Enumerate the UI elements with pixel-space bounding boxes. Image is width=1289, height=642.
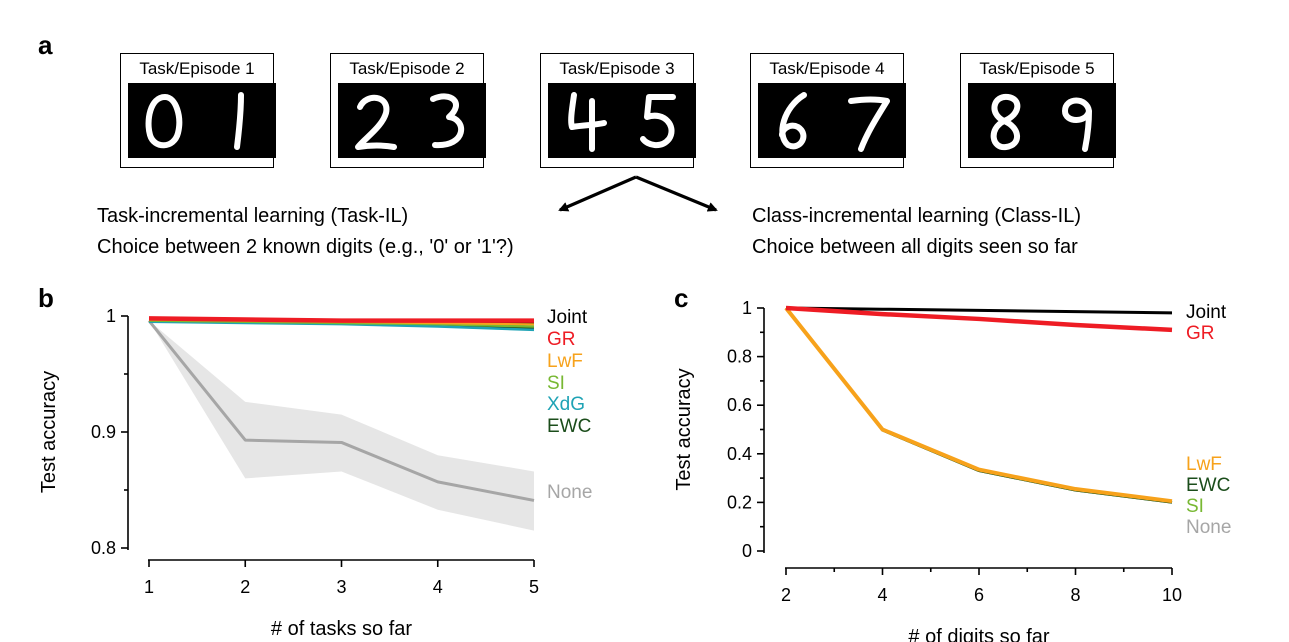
y-tick-label: 0.9 xyxy=(91,422,116,442)
legend-label-lwf: LwF xyxy=(547,351,583,372)
class-il-title: Class-incremental learning (Class-IL) xyxy=(752,205,1081,227)
y-axis-title: Test accuracy xyxy=(673,368,695,490)
episode-title: Task/Episode 3 xyxy=(559,59,675,78)
legend-label-none: None xyxy=(1186,517,1231,538)
series-line-gr xyxy=(785,305,1173,333)
digit-image-1 xyxy=(201,83,276,158)
y-tick-label: 1 xyxy=(742,298,752,318)
legend-label-joint: Joint xyxy=(1186,302,1227,323)
panel-label-b: b xyxy=(38,283,54,313)
y-tick-label: 0.8 xyxy=(91,538,116,558)
x-tick-label: 2 xyxy=(781,585,791,605)
episode-card-2: Task/Episode 2 xyxy=(330,53,486,168)
legend-label-gr: GR xyxy=(547,329,576,350)
episode-title: Task/Episode 2 xyxy=(349,59,465,78)
y-tick-label: 0 xyxy=(742,541,752,561)
episode-title: Task/Episode 1 xyxy=(139,59,255,78)
arrow-to-class-il xyxy=(635,175,718,212)
episode-title: Task/Episode 5 xyxy=(979,59,1095,78)
series-line-gr xyxy=(148,316,534,323)
legend-label-joint: Joint xyxy=(547,307,588,328)
series-line-none xyxy=(785,307,1173,504)
legend-label-lwf: LwF xyxy=(1186,454,1222,475)
y-tick-label: 0.4 xyxy=(727,444,752,464)
x-tick-label: 4 xyxy=(433,577,443,597)
series-line-joint xyxy=(785,306,1173,315)
legend-label-xdg: XdG xyxy=(547,394,585,415)
digit-image-5 xyxy=(621,83,696,158)
x-tick-label: 2 xyxy=(240,577,250,597)
legend-label-ewc: EWC xyxy=(547,416,591,437)
legend-label-none: None xyxy=(547,482,592,503)
class-il-description: Choice between all digits seen so far xyxy=(752,236,1078,258)
x-axis-title: # of tasks so far xyxy=(271,618,413,640)
task-il-title: Task-incremental learning (Task-IL) xyxy=(97,205,409,227)
y-tick-label: 1 xyxy=(106,306,116,326)
legend-label-si: SI xyxy=(1186,496,1204,517)
episode-title: Task/Episode 4 xyxy=(769,59,885,78)
episode-card-5: Task/Episode 5 xyxy=(960,53,1116,168)
series-line-none xyxy=(147,319,535,502)
y-tick-label: 0.2 xyxy=(727,492,752,512)
task-il-description: Choice between 2 known digits (e.g., '0'… xyxy=(97,236,514,258)
episode-card-1: Task/Episode 1 xyxy=(120,53,276,168)
x-tick-label: 3 xyxy=(336,577,346,597)
digit-image-3 xyxy=(411,83,486,158)
x-tick-label: 5 xyxy=(529,577,539,597)
panel-label-a: a xyxy=(38,30,53,60)
legend-label-si: SI xyxy=(547,373,565,394)
x-tick-label: 4 xyxy=(877,585,887,605)
digit-image-4 xyxy=(548,83,623,158)
class-il-caption: Class-incremental learning (Class-IL) Ch… xyxy=(752,201,1081,263)
digit-image-9 xyxy=(1041,83,1116,158)
digit-image-2 xyxy=(338,83,413,158)
x-tick-label: 1 xyxy=(144,577,154,597)
x-tick-label: 8 xyxy=(1070,585,1080,605)
episode-card-3: Task/Episode 3 xyxy=(540,53,696,168)
series-line-si xyxy=(785,307,1173,504)
panel-label-c: c xyxy=(674,283,689,313)
y-axis-title: Test accuracy xyxy=(38,371,60,493)
x-axis-title: # of digits so far xyxy=(908,626,1050,642)
arrow-to-task-il xyxy=(558,175,637,212)
series-line-ewc xyxy=(785,307,1173,504)
y-tick-label: 0.8 xyxy=(727,347,752,367)
digit-image-7 xyxy=(831,83,906,158)
digit-image-8 xyxy=(968,83,1043,158)
legend-label-ewc: EWC xyxy=(1186,475,1230,496)
series-line-lwf xyxy=(784,306,1173,504)
series-band-none xyxy=(149,320,534,531)
episode-card-4: Task/Episode 4 xyxy=(750,53,906,168)
digit-image-6 xyxy=(758,83,833,158)
x-tick-label: 10 xyxy=(1162,585,1182,605)
legend-label-gr: GR xyxy=(1186,323,1215,344)
task-il-caption: Task-incremental learning (Task-IL) Choi… xyxy=(97,201,514,263)
y-tick-label: 0.6 xyxy=(727,395,752,415)
x-tick-label: 6 xyxy=(974,585,984,605)
digit-image-0 xyxy=(128,83,203,158)
